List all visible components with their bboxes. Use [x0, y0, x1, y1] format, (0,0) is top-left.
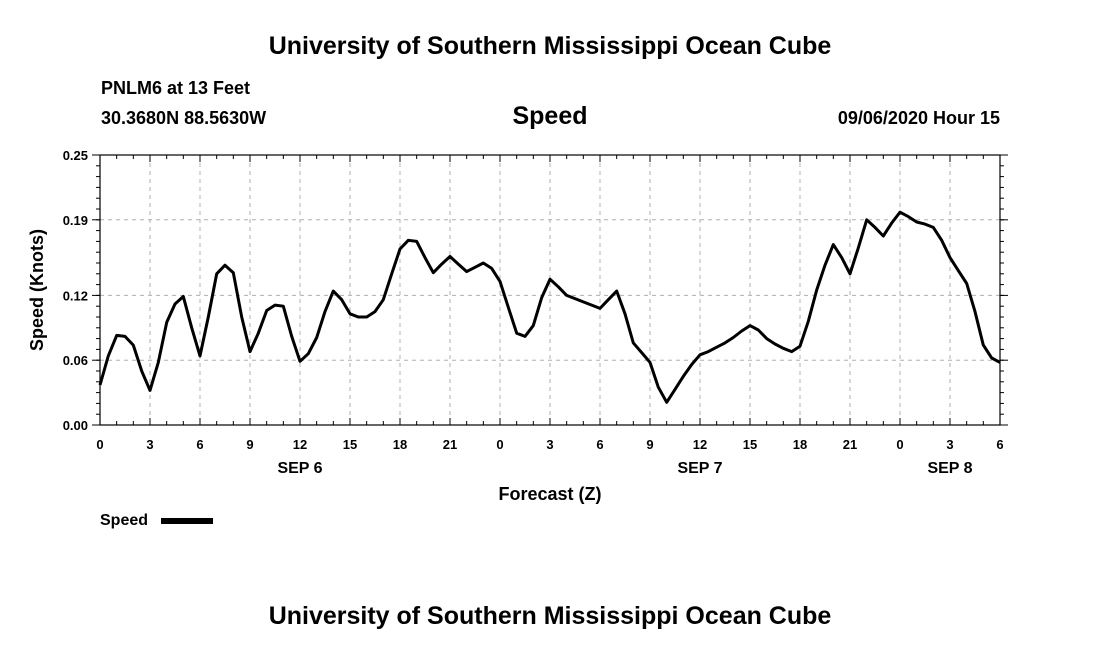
- legend-label: Speed: [100, 512, 148, 529]
- x-tick-label: 6: [596, 437, 603, 452]
- axis-ticks: [92, 154, 1008, 426]
- x-tick-label: 3: [146, 437, 153, 452]
- x-tick-label: 3: [946, 437, 953, 452]
- title-top: University of Southern Mississippi Ocean…: [269, 32, 832, 60]
- chart-title: Speed: [512, 102, 587, 130]
- y-tick-label: 0.12: [63, 288, 88, 303]
- x-tick-label: 9: [646, 437, 653, 452]
- y-axis-label: Speed (Knots): [27, 229, 47, 351]
- x-tick-label: 21: [843, 437, 857, 452]
- title-bottom: University of Southern Mississippi Ocean…: [269, 602, 832, 630]
- speed-series-line: [98, 210, 1001, 404]
- date-label: SEP 6: [277, 460, 322, 477]
- x-tick-label: 0: [496, 437, 503, 452]
- x-tick-labels: 0 3 6 9 12 15 18 21 0 3 6 9 12 15 18 21 0 3 6: [96, 437, 1003, 452]
- x-tick-label: 12: [693, 437, 707, 452]
- x-tick-label: 9: [246, 437, 253, 452]
- y-tick-label: 0.19: [63, 213, 88, 228]
- x-tick-label: 21: [443, 437, 457, 452]
- x-tick-label: 6: [996, 437, 1003, 452]
- station-label: PNLM6 at 13 Feet: [101, 78, 250, 98]
- x-tick-label: 12: [293, 437, 307, 452]
- date-labels: SEP 6 SEP 7 SEP 8: [277, 460, 972, 477]
- grid: [100, 155, 1000, 425]
- x-axis-label: Forecast (Z): [498, 484, 601, 504]
- datetime-label: 09/06/2020 Hour 15: [838, 108, 1000, 128]
- y-tick-label: 0.00: [63, 418, 88, 433]
- y-tick-label: 0.25: [63, 148, 88, 163]
- x-tick-label: 18: [793, 437, 807, 452]
- x-tick-label: 18: [393, 437, 407, 452]
- x-tick-label: 3: [546, 437, 553, 452]
- y-tick-label: 0.06: [63, 353, 88, 368]
- x-tick-label: 0: [96, 437, 103, 452]
- y-tick-labels: 0.00 0.06 0.12 0.19 0.25: [63, 148, 88, 433]
- date-label: SEP 7: [677, 460, 722, 477]
- coords-label: 30.3680N 88.5630W: [101, 108, 266, 128]
- date-label: SEP 8: [927, 460, 972, 477]
- x-tick-label: 6: [196, 437, 203, 452]
- legend-swatch: [161, 518, 213, 524]
- x-tick-label: 15: [743, 437, 757, 452]
- x-tick-label: 15: [343, 437, 357, 452]
- x-tick-label: 0: [896, 437, 903, 452]
